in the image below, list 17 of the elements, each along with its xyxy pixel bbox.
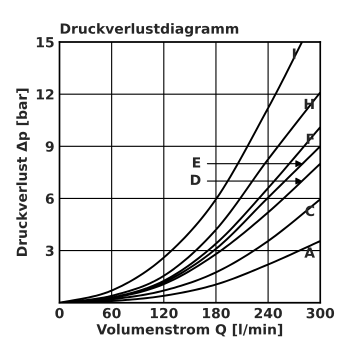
x-axis-title: Volumenstrom Q [l/min] — [96, 324, 282, 336]
x-tick-label: 180 — [203, 308, 230, 318]
y-tick-label: 12 — [36, 89, 54, 100]
y-tick-label: 15 — [36, 37, 54, 48]
x-tick-label: 240 — [254, 308, 282, 318]
x-tick-label: 60 — [102, 308, 121, 318]
y-axis-title: Druckverlust Δp [bar] — [16, 88, 30, 256]
annotation: D — [190, 174, 200, 185]
y-tick-label: 9 — [46, 141, 54, 152]
y-tick-label: 6 — [46, 193, 54, 204]
x-tick-label: 120 — [150, 308, 178, 318]
series-label: C — [306, 206, 314, 216]
y-tick-label: 3 — [46, 246, 54, 256]
annotation: E — [192, 157, 200, 168]
x-tick-label: 300 — [306, 308, 334, 318]
x-tick-label: 0 — [55, 308, 64, 318]
chart-title: Druckverlustdiagramm — [60, 23, 238, 37]
